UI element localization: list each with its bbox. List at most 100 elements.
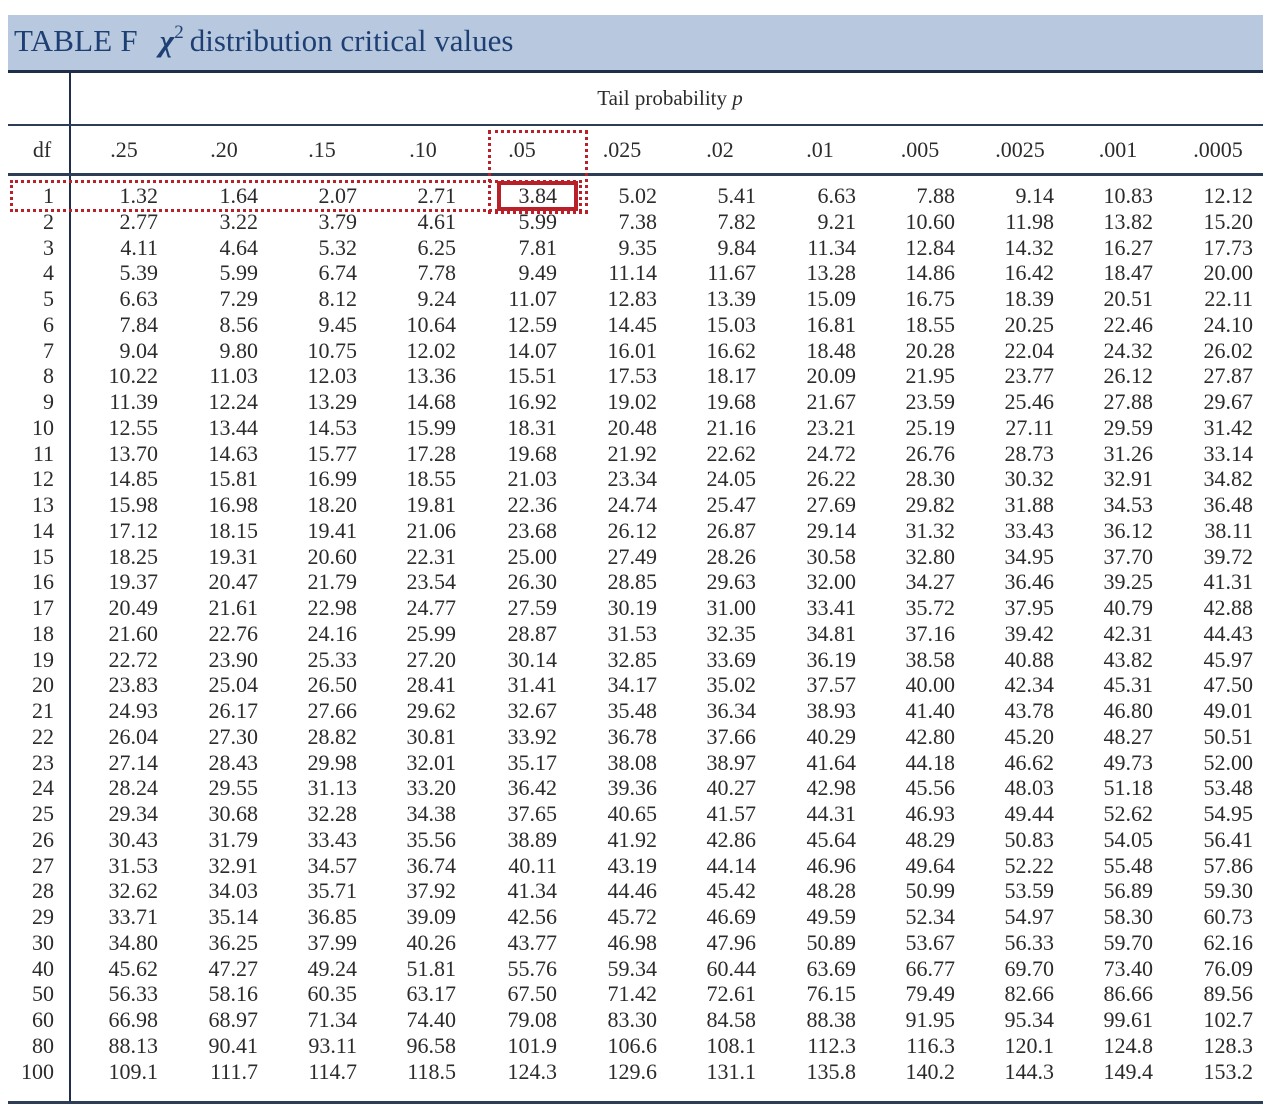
value-cell: 8.12 [318, 286, 358, 311]
value-cell: 30.32 [1004, 466, 1055, 492]
value-cell: 11.67 [707, 260, 756, 286]
value-cell: 18.48 [806, 337, 857, 363]
value-cell: 35.17 [507, 749, 558, 775]
value-cell: 51.18 [1103, 775, 1154, 801]
value-cell: 32.67 [507, 698, 558, 723]
value-cell: 26.50 [307, 672, 358, 698]
value-cell: 27.69 [806, 492, 857, 517]
value-cell: 88.13 [108, 1032, 159, 1058]
value-cell: 19.37 [108, 569, 159, 595]
value-cell: 16.81 [806, 311, 857, 337]
value-cell: 14.32 [1004, 234, 1055, 260]
value-cell: 45.20 [1004, 723, 1055, 749]
value-cell: 12.24 [208, 389, 259, 414]
value-cell: 7.84 [119, 311, 159, 337]
value-cell: 21.92 [607, 440, 658, 466]
value-cell: 18.20 [307, 492, 358, 517]
value-cell: 101.9 [507, 1032, 558, 1058]
value-cell: 44.31 [806, 801, 857, 826]
value-cell: 22.62 [706, 440, 757, 466]
value-cell: 28.73 [1004, 440, 1055, 466]
value-cell: 38.11 [1204, 517, 1253, 543]
df-cell: 17 [32, 595, 54, 620]
value-cell: 29.98 [307, 749, 358, 775]
column-header: .15 [308, 137, 336, 162]
value-cell: 40.00 [905, 672, 956, 698]
column-header: .025 [602, 137, 642, 162]
value-cell: 50.83 [1004, 826, 1055, 852]
value-cell: 1.64 [219, 183, 259, 208]
df-cell: 13 [32, 492, 54, 517]
value-cell: 22.98 [307, 595, 358, 620]
column-header: .01 [806, 137, 834, 162]
value-cell: 37.95 [1004, 595, 1055, 620]
value-cell: 3.84 [518, 183, 558, 208]
df-cell: 1 [43, 183, 54, 208]
value-cell: 76.09 [1203, 955, 1254, 981]
value-cell: 1.32 [119, 183, 159, 208]
value-cell: 7.38 [618, 208, 658, 234]
value-cell: 48.28 [806, 878, 857, 904]
value-cell: 48.29 [905, 826, 956, 852]
value-cell: 25.99 [406, 620, 457, 646]
value-cell: 27.49 [607, 543, 658, 569]
value-cell: 26.04 [108, 723, 159, 749]
value-cell: 131.1 [706, 1058, 757, 1084]
value-cell: 129.6 [607, 1058, 658, 1084]
value-cell: 13.44 [208, 414, 259, 440]
value-cell: 90.41 [208, 1032, 259, 1058]
value-cell: 37.57 [806, 672, 857, 698]
value-cell: 2.71 [417, 183, 457, 208]
value-cell: 24.72 [806, 440, 857, 466]
value-cell: 47.96 [706, 929, 757, 955]
value-cell: 33.43 [307, 826, 358, 852]
value-cell: 37.92 [406, 878, 457, 904]
value-cell: 37.65 [507, 801, 558, 826]
value-cell: 29.82 [905, 492, 956, 517]
value-cell: 74.40 [406, 1007, 457, 1032]
value-cell: 14.45 [607, 311, 658, 337]
value-cell: 39.42 [1004, 620, 1055, 646]
value-cell: 3.22 [219, 208, 259, 234]
value-cell: 33.41 [806, 595, 857, 620]
value-cell: 31.13 [307, 775, 358, 801]
value-cell: 34.03 [208, 878, 259, 904]
value-cell: 66.98 [108, 1007, 159, 1032]
value-cell: 102.7 [1203, 1007, 1254, 1032]
value-cell: 56.89 [1103, 878, 1154, 904]
df-cell: 29 [32, 904, 54, 929]
value-cell: 32.62 [108, 878, 159, 904]
value-cell: 15.20 [1203, 208, 1254, 234]
value-cell: 45.31 [1103, 672, 1154, 698]
value-cell: 7.29 [219, 286, 259, 311]
value-cell: 34.17 [607, 672, 658, 698]
value-cell: 4.64 [219, 234, 259, 260]
value-cell: 45.62 [108, 955, 159, 981]
value-cell: 46.80 [1103, 698, 1154, 723]
value-cell: 26.12 [607, 517, 658, 543]
value-cell: 13.82 [1103, 208, 1154, 234]
value-cell: 46.96 [806, 852, 857, 878]
value-cell: 18.55 [406, 466, 457, 492]
value-cell: 42.86 [706, 826, 757, 852]
value-cell: 9.35 [618, 234, 658, 260]
value-cell: 6.25 [417, 234, 457, 260]
value-cell: 15.77 [307, 440, 358, 466]
tail-probability-symbol: p [732, 86, 743, 110]
value-cell: 9.45 [318, 311, 358, 337]
value-cell: 9.04 [119, 337, 159, 363]
value-cell: 20.49 [108, 595, 159, 620]
value-cell: 22.72 [108, 646, 159, 672]
value-cell: 27.88 [1103, 389, 1154, 414]
value-cell: 36.25 [208, 929, 259, 955]
value-cell: 39.25 [1103, 569, 1154, 595]
value-cell: 38.89 [507, 826, 558, 852]
value-cell: 21.16 [706, 414, 757, 440]
value-cell: 15.81 [208, 466, 259, 492]
value-cell: 30.14 [507, 646, 558, 672]
value-cell: 59.34 [607, 955, 658, 981]
value-cell: 10.60 [905, 208, 956, 234]
value-cell: 49.01 [1203, 698, 1254, 723]
value-cell: 43.82 [1103, 646, 1154, 672]
value-cell: 37.66 [706, 723, 757, 749]
